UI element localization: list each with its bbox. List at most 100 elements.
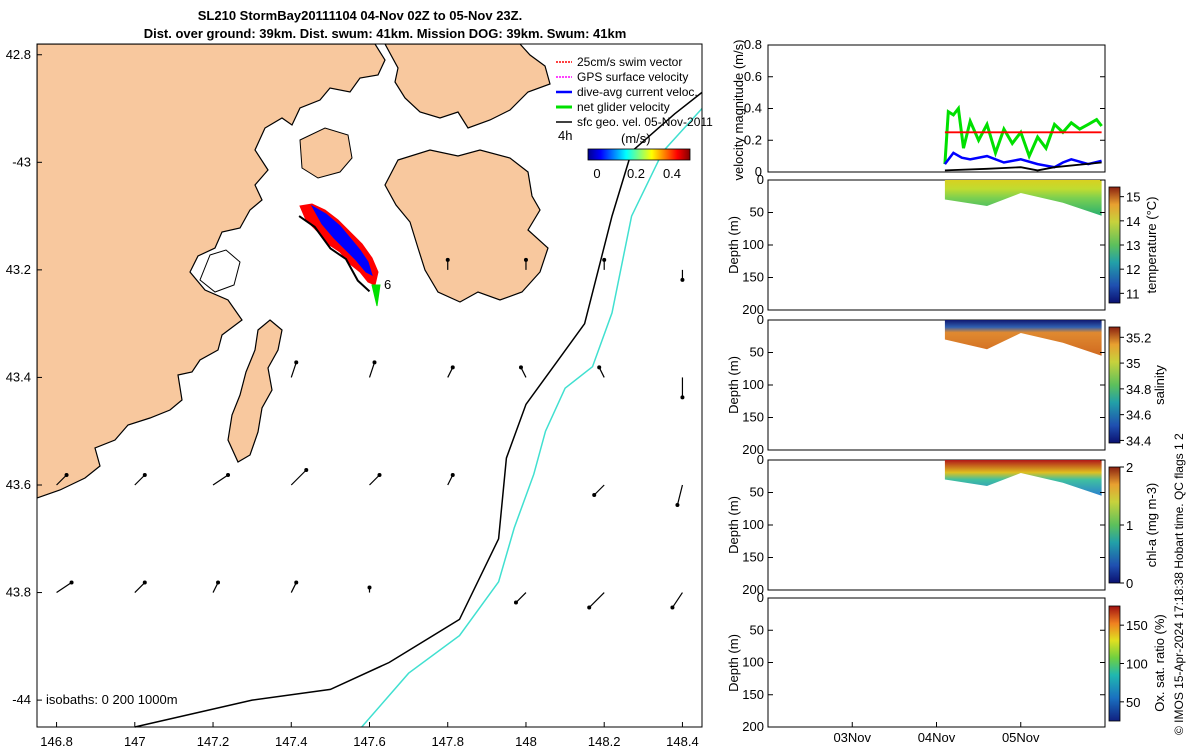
colorbar-tick-1: 0.2: [627, 166, 645, 181]
velocity-ytick-label-3: 0.6: [744, 69, 762, 84]
time-xtick-label-1: 04Nov: [918, 730, 956, 745]
colorbar-tick-label-3-0: 34.4: [1126, 433, 1151, 448]
colorbar-tick-label-2-3: 14: [1126, 214, 1140, 229]
legend-gps-velocity: GPS surface velocity: [577, 70, 688, 84]
colorbar-tick-label-4-1: 1: [1126, 518, 1133, 533]
colorbar-tick-label-4-0: 0: [1126, 576, 1133, 591]
map-y-axis: 42.8 -43 43.2 43.4 43.6 43.8 -44: [6, 47, 42, 707]
temperature-axes: [767, 179, 1106, 311]
depth-ytick-label-5-3: 150: [742, 687, 764, 702]
geo-vector-head-13: [675, 502, 680, 507]
dive-avg-current-cloud: [310, 204, 373, 276]
salinity-section: [944, 320, 1102, 356]
net-velocity-end-arrow: [371, 284, 381, 307]
velocity-series: [943, 104, 1103, 172]
velocity-ytick-label-4: 0.8: [744, 37, 762, 52]
map-xtick-label-7: 148.2: [588, 734, 621, 749]
map-xtick-label-8: 148.4: [666, 734, 699, 749]
velocity-series-2: [944, 161, 1102, 172]
oxygen-colorbar: [1108, 605, 1121, 722]
oxygen-colorbar-ticks: 50 100 150: [1120, 618, 1148, 710]
geo-vector-9: [290, 469, 307, 486]
map-xtick-label-3: 147.4: [275, 734, 308, 749]
legend-sfc-geo: sfc geo. vel. 05-Nov-2011: [577, 115, 713, 129]
colorbar-tick-label-2-0: 11: [1126, 286, 1140, 301]
map-x-axis: 146.8 147 147.2 147.4 147.6 147.8 148 148.2 148.…: [40, 722, 699, 749]
geo-vector-head-22: [445, 257, 450, 262]
chla-axes: [767, 459, 1106, 591]
map-legend: 25cm/s swim vector GPS surface velocity …: [556, 55, 713, 181]
oxygen-depth-label: Depth (m): [726, 634, 741, 692]
oxygen-y-axis: 0 50 100 150 200: [742, 590, 1105, 734]
map-xtick-label-4: 147.6: [353, 734, 386, 749]
colorbar-tick-label-5-0: 50: [1126, 695, 1140, 710]
temperature-colorbar-label: temperature (°C): [1144, 197, 1159, 294]
geo-vector-head-7: [142, 472, 147, 477]
colorbar-tick-label-2-1: 12: [1126, 262, 1140, 277]
depth-ytick-label-3-2: 100: [742, 377, 764, 392]
colorbar-tick-0: 0: [593, 166, 600, 181]
geo-vector-head-9: [304, 467, 309, 472]
geo-vector-head-23: [523, 257, 528, 262]
map-xtick-label-1: 147: [124, 734, 146, 749]
depth-ytick-label-5-2: 100: [742, 655, 764, 670]
depth-ytick-label-5-4: 200: [742, 719, 764, 734]
geo-vector-8: [212, 474, 229, 486]
chla-panel: 0 50 100 150 200 Depth (m) 0 1 2 chl-a (mg m-3…: [726, 452, 1159, 597]
glider-track-group: 6: [298, 203, 391, 307]
colorbar-tick-label-3-3: 35: [1126, 356, 1140, 371]
map-ytick-label-3: 43.4: [6, 369, 31, 384]
time-xtick-label-2: 05Nov: [1002, 730, 1040, 745]
map-ytick-label-5: 43.8: [6, 585, 31, 600]
velocity-colorbar: [587, 148, 691, 161]
colorbar-tick-2: 0.4: [663, 166, 681, 181]
geo-vector-14: [56, 582, 72, 594]
temperature-y-axis: 0 50 100 150 200: [742, 172, 1105, 317]
map-xtick-label-5: 147.8: [431, 734, 464, 749]
velocity-ytick-label-0: 0: [755, 164, 762, 179]
colorbar-tick-label-2-2: 13: [1126, 238, 1140, 253]
geo-vector-head-19: [513, 600, 518, 605]
land-north-coast: [384, 44, 551, 129]
velocity-ytick-label-2: 0.4: [744, 101, 762, 116]
velocity-series-1: [943, 151, 1102, 169]
title-line2: Dist. over ground: 39km. Dist. swum: 41k…: [144, 26, 627, 41]
land-inner: [299, 127, 353, 179]
depth-ytick-label-3-4: 200: [742, 442, 764, 457]
temperature-section: [944, 180, 1102, 216]
geo-vector-head-3: [518, 365, 523, 370]
colorbar-tick-label-3-2: 34.8: [1126, 382, 1151, 397]
title-line1: SL210 StormBay20111104 04-Nov 02Z to 05-…: [198, 8, 522, 23]
land-west: [37, 44, 386, 499]
salinity-colorbar: [1108, 326, 1121, 444]
geo-velocity-vectors: [56, 257, 685, 610]
geo-vector-head-21: [670, 605, 675, 610]
legend-net-glider: net glider velocity: [577, 100, 670, 114]
depth-ytick-label-3-3: 150: [742, 410, 764, 425]
geo-vector-1: [368, 362, 376, 378]
footer-credit: © IMOS 15-Apr-2024 17:18:38 Hobart time.…: [1172, 433, 1186, 735]
chla-colorbar-ticks: 0 1 2: [1120, 460, 1133, 591]
colorbar-tick-label-5-1: 100: [1126, 657, 1148, 672]
depth-ytick-label-4-0: 0: [757, 452, 764, 467]
geo-vector-head-16: [216, 580, 221, 585]
geo-vector-head-6: [64, 472, 69, 477]
velocity-ylabel: velocity magnitude (m/s): [731, 40, 746, 181]
geo-vector-10: [369, 474, 380, 486]
colorbar-unit-label: (m/s): [621, 131, 651, 146]
isobath-note: isobaths: 0 200 1000m: [46, 692, 178, 707]
glider-track-line: [298, 215, 371, 293]
depth-ytick-label-2-1: 50: [750, 205, 764, 220]
depth-ytick-label-3-0: 0: [757, 312, 764, 327]
colorbar-tick-label-3-1: 34.6: [1126, 408, 1151, 423]
map-ytick-label-0: 42.8: [6, 47, 31, 62]
geo-vector-head-5: [680, 395, 685, 400]
velocity-series-0: [943, 104, 1103, 165]
temperature-colorbar-ticks: 11 12 13 14 15: [1120, 190, 1140, 301]
temperature-panel: 0 50 100 150 200 Depth (m) 11 12 13 14 15 temper…: [726, 172, 1159, 317]
land-island: [199, 249, 241, 293]
colorbar-tick-label-5-2: 150: [1126, 618, 1148, 633]
depth-ytick-label-4-4: 200: [742, 582, 764, 597]
map-land: [37, 44, 551, 499]
salinity-colorbar-ticks: 34.4 34.6 34.8 35 35.2: [1120, 330, 1151, 448]
